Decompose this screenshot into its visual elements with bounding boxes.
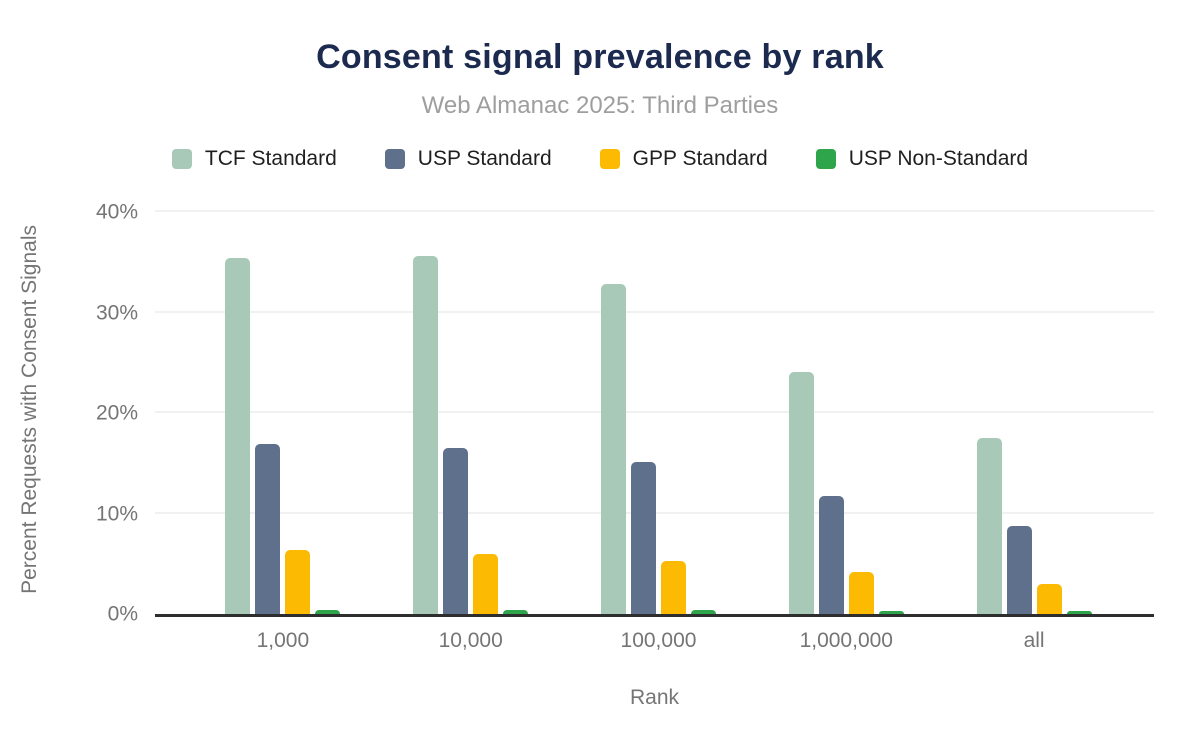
x-labels-spacer (0, 629, 155, 653)
y-tick-label-40%: 40% (95, 200, 138, 224)
bar-tcf-standard-1-000[interactable] (225, 258, 251, 614)
y-tick-label-10%: 10% (95, 502, 138, 525)
plot-section: Percent Requests with Consent Signals 0%… (0, 201, 1200, 625)
bar-gpp-standard-1-000-000[interactable] (848, 572, 874, 614)
x-axis-title-row: Rank (0, 686, 1200, 710)
legend-label-tcf-standard: TCF Standard (204, 147, 337, 170)
legend-label-usp-standard: USP Standard (417, 147, 552, 170)
x-title-spacer (0, 686, 155, 710)
bar-gpp-standard-10-000[interactable] (473, 554, 499, 614)
chart-subtitle: Web Almanac 2025: Third Parties (421, 92, 779, 119)
plot-area[interactable]: 0% 10% 20% 30% 40% (96, 201, 1154, 625)
gridline-20% (155, 411, 1154, 413)
bar-group-1-000-000 (788, 372, 904, 614)
legend-swatch-gpp-standard-icon (599, 149, 620, 169)
bar-gpp-standard-1-000[interactable] (285, 550, 311, 614)
legend-item-usp-non-standard: USP Non-Standard (815, 147, 1029, 171)
bar-usp-standard-all[interactable] (1006, 526, 1032, 614)
bar-usp-standard-100-000[interactable] (630, 462, 656, 614)
bar-group-1-000 (225, 258, 341, 614)
y-tick-label-20%: 20% (95, 401, 138, 425)
x-tick-label-1-000-000: 1,000,000 (799, 629, 893, 652)
bar-group-all (976, 438, 1092, 614)
y-axis-title: Percent Requests with Consent Signals (18, 224, 41, 594)
x-tick-label-100-000: 100,000 (620, 629, 697, 652)
bar-group-100-000 (600, 284, 716, 614)
legend-label-usp-non-standard: USP Non-Standard (848, 147, 1029, 170)
legend-item-usp-standard: USP Standard (384, 147, 552, 171)
bar-tcf-standard-10-000[interactable] (413, 256, 439, 614)
bar-group-10-000 (413, 256, 529, 614)
chart-legend: TCF Standard USP Standard GPP Standard USP … (0, 147, 1200, 171)
bar-tcf-standard-all[interactable] (976, 438, 1002, 614)
bar-usp-non-standard-all[interactable] (1066, 611, 1092, 614)
legend-swatch-tcf-standard-icon (171, 149, 192, 169)
x-labels: 1,000 10,000 100,000 1,000,000 all (155, 629, 1154, 653)
x-axis-labels-row: 1,000 10,000 100,000 1,000,000 all (0, 629, 1200, 653)
x-tick-label-10-000: 10,000 (438, 629, 503, 652)
bar-usp-standard-1-000-000[interactable] (818, 496, 844, 614)
legend-label-gpp-standard: GPP Standard (632, 147, 768, 170)
legend-item-tcf-standard: TCF Standard (171, 147, 337, 171)
gridline-40% (155, 210, 1154, 212)
legend-item-gpp-standard: GPP Standard (599, 147, 768, 171)
plot-canvas: 0% 10% 20% 30% 40% (60, 201, 1154, 625)
bar-tcf-standard-100-000[interactable] (600, 284, 626, 614)
y-tick-label-0%: 0% (107, 602, 138, 626)
bar-usp-standard-10-000[interactable] (443, 448, 469, 614)
x-tick-label-1-000: 1,000 (256, 629, 310, 652)
chart-title: Consent signal prevalence by rank (316, 38, 884, 76)
bar-tcf-standard-1-000-000[interactable] (788, 372, 814, 614)
bar-usp-non-standard-100-000[interactable] (690, 610, 716, 614)
bar-gpp-standard-100-000[interactable] (660, 561, 686, 614)
legend-swatch-usp-non-standard-icon (815, 149, 836, 169)
bar-gpp-standard-all[interactable] (1036, 584, 1062, 614)
bar-usp-standard-1-000[interactable] (255, 444, 281, 614)
x-tick-label-all: all (1023, 629, 1045, 652)
bars-layer (155, 201, 1154, 614)
x-axis-title: Rank (629, 686, 680, 709)
gridline-30% (155, 310, 1154, 313)
legend-swatch-usp-standard-icon (384, 149, 405, 169)
y-tick-label-30%: 30% (95, 301, 138, 324)
bar-usp-non-standard-10-000[interactable] (503, 610, 529, 614)
bar-usp-non-standard-1-000-000[interactable] (878, 611, 904, 614)
bar-usp-non-standard-1-000[interactable] (315, 610, 341, 614)
